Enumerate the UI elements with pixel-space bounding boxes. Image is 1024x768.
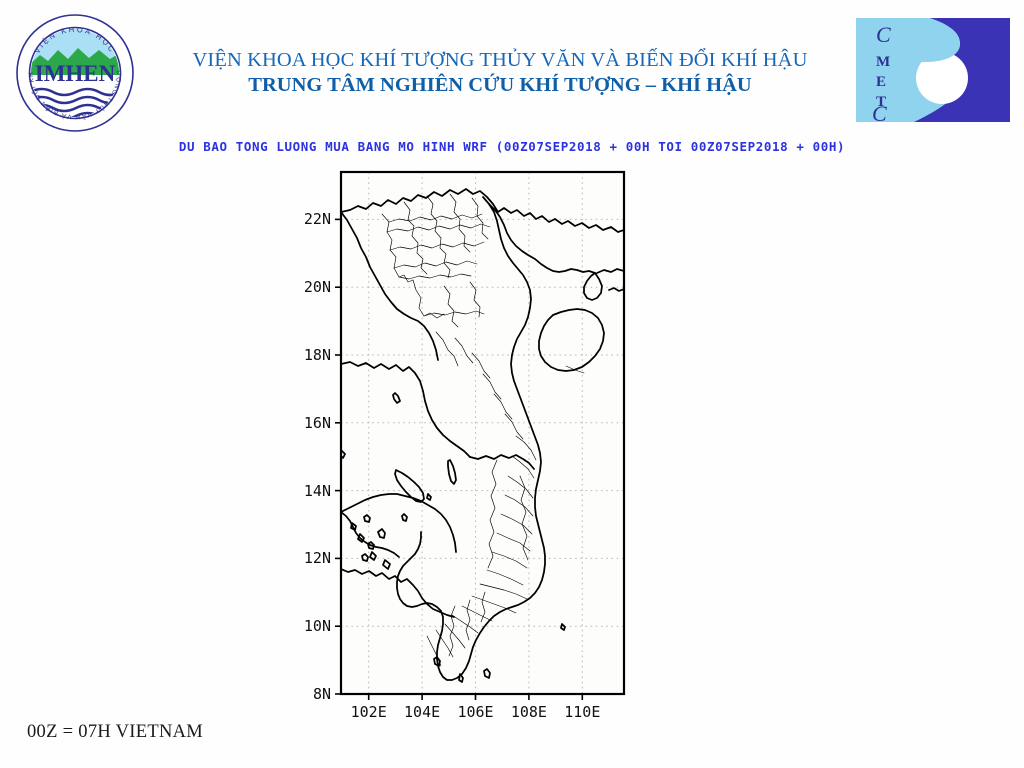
national-borders <box>341 188 624 683</box>
y-tick-label: 10N <box>304 617 331 635</box>
cmetc-logo: C M E T C <box>856 18 1010 126</box>
y-tick-label: 16N <box>304 414 331 432</box>
cmetc-letter-c1: C <box>876 22 891 47</box>
org-title-block: VIỆN KHOA HỌC KHÍ TƯỢNG THỦY VĂN VÀ BIẾN… <box>150 48 850 98</box>
plot-background <box>341 172 624 694</box>
province-borders <box>381 193 585 667</box>
plot-frame <box>339 170 626 696</box>
imhen-logo-svg: IMHEN VIỆN KHOA HỌC KHÍ TƯỢNG THỦY VĂN V… <box>11 5 134 132</box>
map-plot-container: 8N 10N 12N 14N 16N 18N 20N 22N 102E 104E… <box>0 160 1024 720</box>
cmetc-letter-t: T <box>876 94 886 110</box>
cmetc-letter-e: E <box>876 74 886 90</box>
y-tick-label: 14N <box>304 482 331 500</box>
page-header: IMHEN VIỆN KHOA HỌC KHÍ TƯỢNG THỦY VĂN V… <box>0 0 1024 140</box>
y-tick-labels: 8N 10N 12N 14N 16N 18N 20N 22N <box>304 210 331 703</box>
cmetc-letter-c2: C <box>872 101 887 122</box>
y-tick-label: 20N <box>304 278 331 296</box>
institute-name: VIỆN KHOA HỌC KHÍ TƯỢNG THỦY VĂN VÀ BIẾN… <box>192 49 808 71</box>
cmetc-letter-m: M <box>876 54 890 70</box>
x-tick-label: 106E <box>457 703 493 720</box>
timezone-note: 00Z = 07H VIETNAM <box>27 722 204 742</box>
x-tick-label: 108E <box>511 703 547 720</box>
vietnam-rainfall-map: 8N 10N 12N 14N 16N 18N 20N 22N 102E 104E… <box>304 170 626 720</box>
forecast-subtitle: DU BAO TONG LUONG MUA BANG MO HINH WRF (… <box>178 139 846 154</box>
imhen-logo: IMHEN VIỆN KHOA HỌC KHÍ TƯỢNG THỦY VĂN V… <box>11 5 136 134</box>
imhen-acronym: IMHEN <box>35 61 116 86</box>
axis-ticks <box>335 218 584 700</box>
y-tick-label: 12N <box>304 549 331 567</box>
cmetc-letters: C M E T C <box>872 22 891 126</box>
x-tick-label: 104E <box>404 703 440 720</box>
x-tick-labels: 102E 104E 106E 108E 110E <box>351 703 601 720</box>
y-tick-label: 8N <box>313 685 331 703</box>
x-tick-label: 110E <box>564 703 600 720</box>
cmetc-logo-svg: C M E T C <box>856 18 1010 126</box>
x-tick-label: 102E <box>351 703 387 720</box>
y-tick-label: 18N <box>304 346 331 364</box>
center-name: TRUNG TÂM NGHIÊN CỨU KHÍ TƯỢNG – KHÍ HẬU <box>248 74 752 96</box>
y-tick-label: 22N <box>304 210 331 228</box>
